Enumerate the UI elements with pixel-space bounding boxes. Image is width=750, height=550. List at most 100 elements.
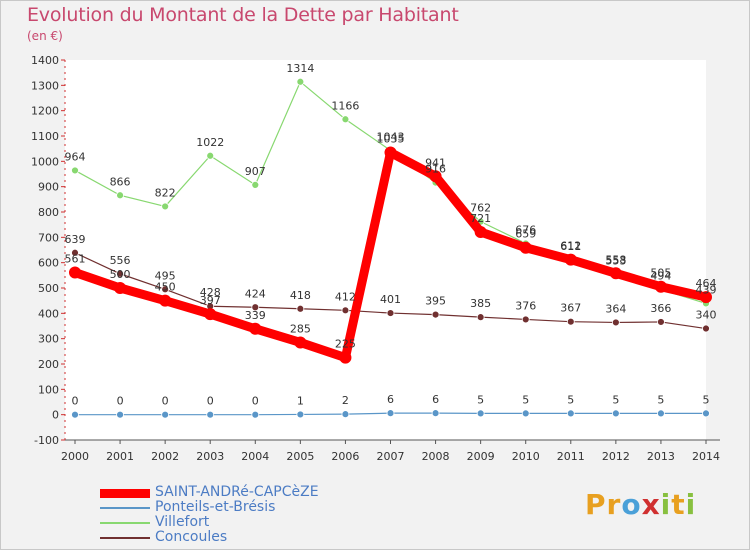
logo-letter: P [585, 488, 607, 521]
data-point [566, 409, 575, 418]
data-label: 401 [380, 293, 401, 306]
data-label: 612 [560, 240, 581, 253]
y-tick-label: 100 [38, 383, 59, 396]
y-tick-label: 0 [52, 409, 59, 422]
logo-letter: i [660, 488, 672, 521]
x-tick-label: 2013 [647, 450, 675, 463]
data-point [611, 409, 620, 418]
y-tick-label: 900 [38, 181, 59, 194]
data-point [71, 166, 79, 175]
data-label: 5 [657, 393, 664, 406]
data-point [476, 313, 485, 322]
data-label: 385 [470, 297, 491, 310]
unit-label: (en €) [27, 29, 63, 43]
data-label: 866 [110, 175, 131, 188]
data-label: 1166 [331, 99, 359, 112]
data-point [566, 317, 575, 326]
data-label: 494 [650, 270, 671, 283]
data-point [476, 409, 485, 418]
data-label: 225 [335, 338, 356, 351]
data-point [521, 409, 530, 418]
x-tick-label: 2007 [377, 450, 405, 463]
data-label: 5 [567, 393, 574, 406]
data-point [657, 318, 665, 326]
data-point [431, 310, 440, 319]
data-label: 364 [605, 302, 626, 315]
data-label: 0 [162, 395, 169, 408]
data-label: 0 [207, 395, 214, 408]
data-label: 639 [65, 233, 86, 246]
x-tick-label: 2005 [286, 450, 314, 463]
data-point [341, 306, 350, 315]
x-tick-label: 2010 [512, 450, 540, 463]
data-point [341, 410, 350, 419]
data-label: 505 [650, 267, 671, 280]
data-label: 2 [342, 394, 349, 407]
x-tick-label: 2009 [467, 450, 495, 463]
data-label: 5 [703, 393, 710, 406]
y-tick-label: 1100 [31, 130, 59, 143]
data-label: 418 [290, 289, 311, 302]
data-point [341, 115, 350, 124]
data-label: 0 [72, 395, 79, 408]
y-tick-label: 400 [38, 307, 59, 320]
data-point [249, 322, 262, 335]
data-label: 285 [290, 322, 311, 335]
proxiti-logo: Proxiti [585, 488, 696, 521]
legend-swatch [100, 522, 150, 524]
data-point [564, 253, 577, 266]
y-tick-label: 200 [38, 358, 59, 371]
data-point [116, 191, 124, 200]
data-point [296, 77, 305, 86]
data-point [384, 146, 397, 159]
x-tick-label: 2012 [602, 450, 630, 463]
data-label: 412 [335, 290, 356, 303]
data-label: 0 [117, 395, 124, 408]
y-tick-label: 500 [38, 282, 59, 295]
data-label: 5 [477, 393, 484, 406]
data-label: 1043 [377, 130, 405, 143]
y-tick-label: 1200 [31, 105, 59, 118]
x-tick-label: 2014 [692, 450, 720, 463]
data-point [204, 308, 217, 321]
data-label: 464 [696, 277, 717, 290]
data-label: 916 [425, 163, 446, 176]
data-point [206, 151, 215, 160]
data-label: 5 [612, 393, 619, 406]
data-point [609, 267, 622, 280]
y-tick-label: 800 [38, 206, 59, 219]
logo-letter: i [685, 488, 697, 521]
chart-title: Evolution du Montant de la Dette par Hab… [27, 4, 459, 26]
data-point [521, 315, 530, 324]
data-label: 941 [425, 156, 446, 169]
legend-label: Ponteils-et-Brésis [155, 499, 276, 515]
legend-swatch [100, 537, 150, 539]
x-tick-label: 2002 [151, 450, 179, 463]
data-point [71, 248, 79, 257]
x-tick-label: 2011 [557, 450, 585, 463]
data-label: 1022 [196, 136, 224, 149]
legend-swatch [100, 488, 150, 498]
logo-letter: o [621, 488, 642, 521]
y-tick-label: 300 [38, 333, 59, 346]
data-point [429, 170, 442, 183]
data-label: 6 [387, 393, 394, 406]
data-point [386, 309, 395, 317]
data-label: 1035 [377, 132, 405, 145]
data-label: 5 [522, 393, 529, 406]
data-point [296, 410, 305, 419]
y-tick-label: 1300 [31, 79, 59, 92]
logo-letter: x [641, 488, 661, 521]
data-label: 6 [432, 393, 439, 406]
data-point [161, 410, 170, 419]
data-label: 450 [155, 281, 176, 294]
data-label: 340 [696, 309, 717, 322]
y-tick-label: 600 [38, 257, 59, 270]
data-label: 611 [560, 240, 581, 253]
data-point [700, 291, 712, 304]
x-tick-label: 2001 [106, 450, 134, 463]
data-point [161, 202, 170, 211]
data-point [654, 280, 667, 293]
data-label: 366 [650, 302, 671, 315]
y-tick-label: 700 [38, 231, 59, 244]
